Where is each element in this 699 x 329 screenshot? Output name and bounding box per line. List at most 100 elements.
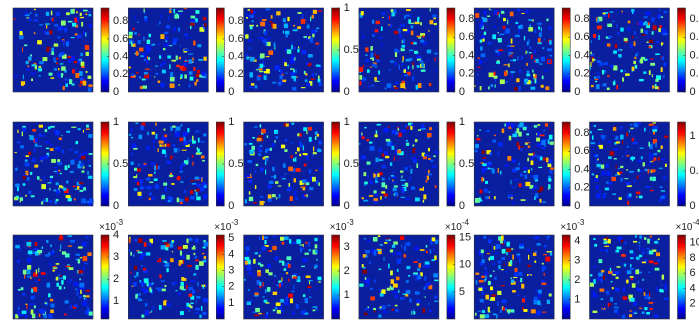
map-speckle (319, 167, 324, 169)
map-speckle (394, 131, 399, 135)
map-speckle (14, 196, 19, 201)
map-speckle (379, 288, 382, 292)
map-speckle (27, 269, 31, 275)
map-speckle (372, 19, 375, 24)
map-speckle (15, 314, 19, 319)
colorbar-tick-label: 15 (459, 232, 471, 244)
map-speckle (402, 293, 407, 295)
map-speckle (596, 75, 601, 79)
map-speckle (274, 306, 278, 310)
map-speckle (626, 269, 628, 274)
map-speckle (511, 72, 513, 78)
map-speckle (253, 126, 258, 128)
map-speckle (499, 239, 503, 244)
map-speckle (247, 264, 251, 267)
map-speckle (55, 182, 59, 186)
map-speckle (59, 63, 64, 65)
map-speckle (301, 265, 305, 267)
map-speckle (636, 175, 639, 179)
map-speckle (69, 149, 73, 151)
map-speckle (143, 59, 146, 62)
map-speckle (268, 250, 271, 252)
map-speckle (55, 189, 60, 195)
map-speckle (651, 249, 657, 252)
map-speckle (652, 160, 655, 162)
map-speckle (161, 149, 166, 154)
map-speckle (283, 58, 285, 63)
map-speckle (429, 84, 433, 86)
map-speckle (32, 313, 36, 319)
map-speckle (131, 285, 135, 287)
map-speckle (58, 273, 60, 277)
map-speckle (648, 46, 652, 48)
map-speckle (169, 8, 172, 14)
map-speckle (31, 64, 36, 67)
map-speckle (515, 167, 520, 171)
map-frame (358, 121, 440, 207)
map-speckle (55, 263, 60, 265)
map-speckle (73, 198, 76, 201)
map-speckle (526, 41, 529, 46)
abundance-map (473, 234, 555, 320)
map-speckle (601, 171, 606, 176)
map-speckle (633, 301, 638, 306)
map-speckle (185, 37, 190, 39)
map-speckle (639, 235, 643, 239)
map-speckle (178, 261, 182, 266)
map-speckle (257, 37, 261, 39)
map-speckle (157, 260, 162, 263)
map-speckle (494, 78, 496, 83)
map-speckle (269, 199, 271, 203)
map-speckle (317, 75, 320, 81)
map-speckle (367, 175, 369, 179)
map-speckle (53, 68, 57, 71)
map-speckle (306, 194, 308, 198)
map-speckle (383, 310, 388, 314)
map-speckle (54, 166, 58, 169)
map-speckle (394, 309, 399, 313)
map-speckle (386, 287, 391, 291)
map-speckle (526, 62, 528, 66)
map-speckle (263, 299, 268, 303)
map-speckle (416, 303, 420, 306)
colorbar-tick-label: 4 (228, 248, 234, 260)
map-speckle (489, 152, 492, 156)
map-speckle (69, 171, 71, 173)
map-speckle (194, 176, 200, 180)
map-speckle (659, 279, 661, 281)
map-speckle (160, 245, 166, 250)
map-speckle (196, 79, 199, 82)
map-speckle (81, 21, 84, 27)
map-speckle (517, 8, 520, 12)
map-speckle (413, 272, 418, 275)
map-speckle (189, 305, 193, 309)
map-speckle (161, 195, 165, 200)
map-speckle (363, 172, 367, 177)
map-speckle (648, 39, 654, 44)
map-speckle (148, 192, 152, 195)
map-speckle (275, 302, 281, 306)
map-speckle (258, 312, 262, 315)
map-speckle (133, 147, 138, 150)
map-speckle (403, 254, 406, 258)
map-speckle (474, 85, 476, 87)
map-speckle (416, 274, 420, 277)
map-speckle (248, 39, 253, 42)
map-speckle (546, 236, 549, 241)
map-speckle (488, 257, 491, 261)
map-speckle (265, 148, 268, 153)
map-speckle (617, 236, 623, 241)
map-speckle (33, 148, 36, 152)
colorbar (561, 121, 571, 207)
map-speckle (43, 58, 45, 61)
map-speckle (265, 149, 270, 151)
colorbar-tick-label: 3 (574, 254, 580, 266)
map-speckle (646, 23, 650, 29)
map-speckle (83, 294, 86, 298)
map-speckle (49, 148, 54, 151)
map-speckle (248, 141, 252, 143)
map-speckle (480, 46, 483, 51)
map-speckle (301, 194, 306, 198)
map-speckle (632, 141, 638, 145)
colorbar-tick-label: 10 (459, 259, 471, 271)
